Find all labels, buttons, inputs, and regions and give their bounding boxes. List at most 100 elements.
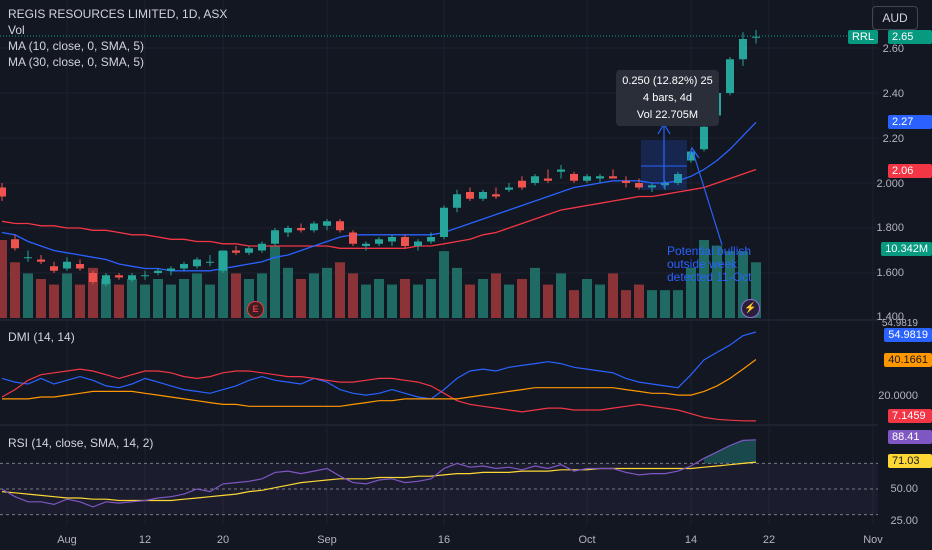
candle-body: [349, 232, 357, 244]
candle-body: [76, 264, 84, 269]
volume-bar: [166, 284, 176, 318]
candle-body: [440, 207, 448, 237]
candle-body: [271, 230, 279, 244]
volume-bar: [244, 279, 254, 318]
ma10-line-group: [1, 121, 757, 272]
volume-bar: [0, 240, 7, 318]
volume-bar: [413, 284, 423, 318]
candle-body: [388, 237, 396, 242]
candle-body: [427, 237, 435, 242]
candle-body: [726, 59, 734, 93]
volume-bar: [335, 262, 345, 318]
time-tick: 22: [762, 534, 776, 546]
volume-bar: [179, 279, 189, 318]
volume-bar: [270, 245, 280, 318]
time-tick: Sep: [317, 534, 337, 546]
annotation-arrowhead: [687, 146, 700, 161]
volume-bar: [556, 273, 566, 318]
candle-body: [700, 126, 708, 150]
lightning-icon[interactable]: ⚡: [741, 299, 760, 318]
candle-body: [752, 36, 760, 38]
rsi-axis-25: 25.00: [890, 515, 918, 527]
candle-body: [115, 275, 123, 278]
drawing-overlays: [641, 122, 723, 246]
volume-bar: [647, 290, 657, 318]
volume-bar: [725, 251, 735, 318]
rsi-pane-title: RSI (14, close, SMA, 14, 2): [8, 436, 154, 450]
volume-bar: [218, 251, 228, 318]
volume-bar: [62, 273, 72, 318]
candle-body: [648, 185, 656, 188]
volume-bar: [114, 284, 124, 318]
price-tick-2-20: 2.20: [882, 133, 904, 145]
ma10-value-tag: 2.27: [888, 115, 932, 129]
dmi-minus-tag: 7.1459: [888, 409, 932, 423]
candle-body: [661, 183, 669, 186]
volume-bar: [595, 284, 605, 318]
candle-body: [583, 176, 591, 181]
rsi-line: [1, 439, 757, 508]
candle-body: [375, 239, 383, 244]
ma10-line: [1, 121, 757, 272]
volume-bar: [75, 284, 85, 318]
volume-bar: [530, 267, 540, 318]
volume-bar: [309, 273, 319, 318]
candle-body: [37, 259, 45, 262]
volume-bars: [0, 240, 761, 318]
volume-bar: [491, 273, 501, 318]
volume-bar: [634, 284, 644, 318]
dmi-plus-tag: 54.9819: [884, 328, 932, 342]
volume-bar: [543, 284, 553, 318]
legend-ma30: MA (30, close, 0, SMA, 5): [8, 55, 145, 69]
volume-bar: [127, 279, 137, 318]
volume-bar: [140, 284, 150, 318]
volume-bar: [101, 279, 111, 318]
candle-body: [219, 250, 227, 271]
volume-bar: [517, 279, 527, 318]
candle-body: [245, 248, 253, 253]
rsi-overbought-fill: [704, 439, 756, 464]
time-tick: 16: [437, 534, 451, 546]
candle-body: [362, 243, 370, 246]
time-tick: 14: [684, 534, 698, 546]
price-tick-2-60: 2.60: [882, 43, 904, 55]
candle-body: [544, 178, 552, 181]
time-tick: Oct: [578, 534, 596, 546]
candle-body: [232, 250, 240, 253]
price-tick-1-800: 1.800: [876, 222, 904, 234]
volume-bar: [673, 290, 683, 318]
volume-bar: [660, 290, 670, 318]
volume-bar: [361, 284, 371, 318]
volume-bar: [192, 273, 202, 318]
candle-body: [310, 223, 318, 231]
candle-body: [89, 273, 97, 282]
volume-bar: [10, 262, 20, 318]
annotation-line-3: detected 11-Oct: [667, 270, 752, 284]
annotation-line-1: Potential bullish: [667, 244, 752, 258]
currency-button[interactable]: AUD: [872, 6, 918, 30]
candle-body: [193, 259, 201, 267]
candle-body: [297, 228, 305, 231]
candle-body: [505, 187, 513, 190]
candle-body: [739, 39, 747, 60]
candle-body: [479, 192, 487, 199]
candle-body: [141, 275, 149, 277]
volume-bar: [465, 284, 475, 318]
volume-bar: [452, 267, 462, 318]
volume-bar: [608, 273, 618, 318]
dmi-axis-20: 20.0000: [878, 390, 918, 402]
candle-body: [674, 174, 682, 183]
rsi-lines: [0, 439, 878, 516]
time-tick: 20: [216, 534, 230, 546]
candle-body: [167, 268, 175, 271]
earnings-badge[interactable]: E: [247, 301, 264, 318]
volume-value-tag: 10.342M: [881, 242, 932, 256]
candle-body: [258, 243, 266, 251]
legend-symbol: REGIS RESOURCES LIMITED, 1D, ASX: [8, 6, 227, 22]
candle-body: [180, 264, 188, 269]
dmi-pane-title: DMI (14, 14): [8, 330, 75, 344]
candle-body: [570, 174, 578, 181]
legend-vol: Vol: [8, 23, 25, 37]
volume-bar: [738, 251, 748, 318]
